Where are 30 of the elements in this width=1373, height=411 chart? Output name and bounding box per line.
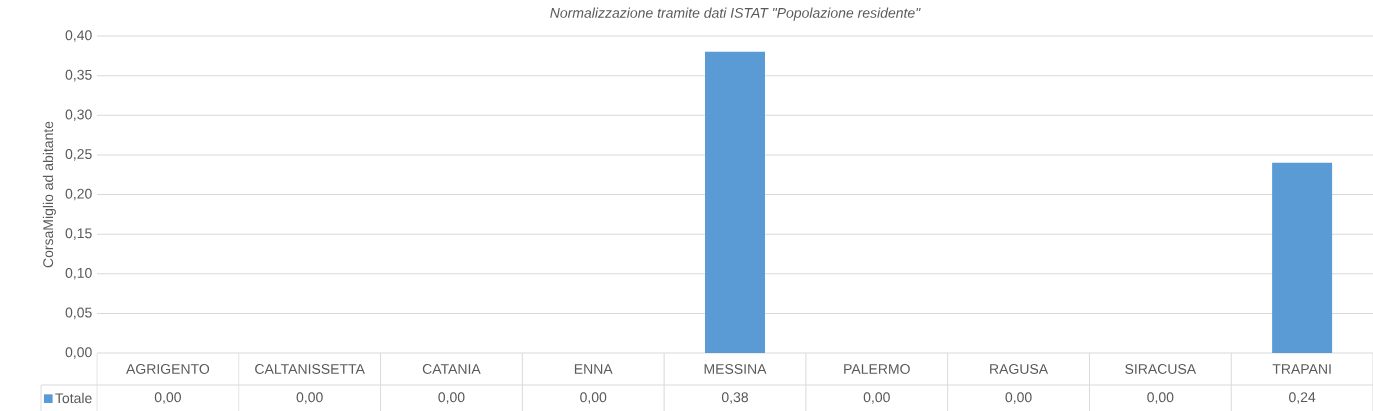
data-label: 0,00 xyxy=(863,392,890,404)
chart-title: Normalizzazione tramite dati ISTAT "Popolazione residente" xyxy=(550,7,921,21)
y-tick-label: 0,35 xyxy=(65,69,92,82)
x-tick-label: CALTANISSETTA xyxy=(255,364,365,374)
y-tick-label: 0,05 xyxy=(65,307,92,320)
data-label: 0,00 xyxy=(438,392,465,404)
x-tick-label: PALERMO xyxy=(844,364,910,374)
y-axis-title: CorsaMiglio ad abitante xyxy=(42,121,56,268)
data-label: 0,38 xyxy=(721,392,749,404)
y-tick-label: 0,15 xyxy=(65,228,92,240)
x-tick-label: AGRIGENTO xyxy=(126,364,210,374)
y-tick-label: 0,00 xyxy=(65,347,92,359)
x-tick-label: RAGUSA xyxy=(990,364,1049,374)
x-tick-label: MESSINA xyxy=(704,364,767,374)
data-label: 0,24 xyxy=(1289,392,1316,404)
x-tick-label: TRAPANI xyxy=(1272,364,1331,374)
data-label: 0,00 xyxy=(1147,392,1174,404)
y-tick-label: 0,20 xyxy=(65,188,92,201)
x-tick-label: CATANIA xyxy=(422,364,481,374)
data-label: 0,00 xyxy=(580,392,607,404)
y-tick-label: 0,40 xyxy=(65,30,92,42)
y-tick-label: 0,25 xyxy=(65,149,92,161)
y-tick-label: 0,10 xyxy=(65,267,92,280)
x-tick-label: SIRACUSA xyxy=(1125,364,1197,374)
legend-label: Totale xyxy=(55,392,92,404)
y-tick-label: 0,30 xyxy=(65,109,92,122)
x-tick-label: ENNA xyxy=(574,364,613,374)
data-label: 0,00 xyxy=(1005,392,1032,404)
data-label: 0,00 xyxy=(296,392,323,404)
data-label: 0,00 xyxy=(154,392,181,404)
